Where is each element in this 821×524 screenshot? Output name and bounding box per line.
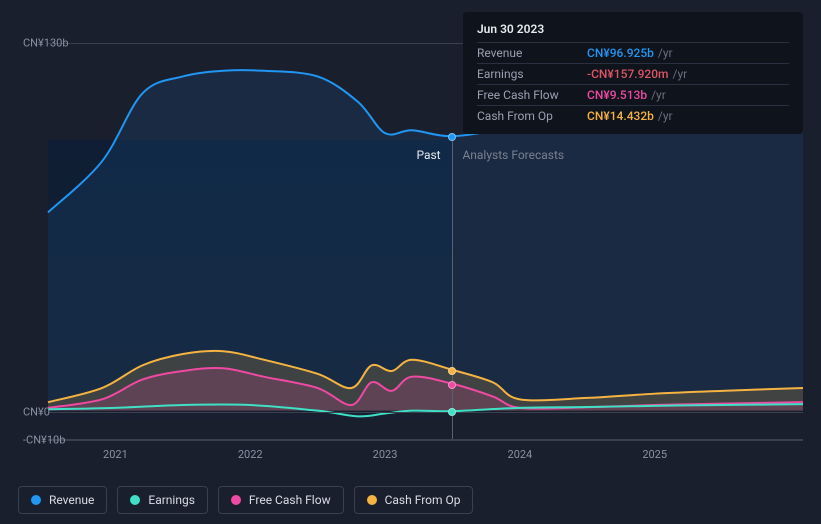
y-axis-label: CN¥0 [23, 405, 50, 418]
gridline [48, 412, 803, 413]
tooltip-metric-value: CN¥14.432b [587, 109, 654, 123]
legend-label: Earnings [148, 493, 195, 507]
legend-swatch-icon [130, 495, 140, 505]
tooltip-metric-value: -CN¥157.920m [587, 67, 669, 81]
tooltip-title: Jun 30 2023 [477, 22, 789, 42]
x-axis-label: 2021 [103, 448, 128, 461]
tooltip-unit: /yr [658, 109, 673, 123]
tooltip-unit: /yr [673, 67, 688, 81]
tooltip-metric-value: CN¥96.925b [587, 46, 654, 60]
x-axis-label: 2024 [508, 448, 533, 461]
legend-item-revenue[interactable]: Revenue [18, 486, 107, 514]
x-axis-label: 2025 [642, 448, 667, 461]
tooltip-row: Earnings-CN¥157.920m/yr [477, 63, 789, 84]
legend-swatch-icon [367, 495, 377, 505]
x-axis-label: 2022 [238, 448, 263, 461]
legend-swatch-icon [231, 495, 241, 505]
data-tooltip: Jun 30 2023 RevenueCN¥96.925b/yrEarnings… [463, 12, 803, 134]
hover-marker-earnings [448, 408, 456, 416]
x-axis-label: 2023 [373, 448, 398, 461]
forecast-label: Analysts Forecasts [462, 148, 564, 162]
tooltip-row: Free Cash FlowCN¥9.513b/yr [477, 84, 789, 105]
tooltip-row: Cash From OpCN¥14.432b/yr [477, 105, 789, 126]
legend-item-earnings[interactable]: Earnings [117, 486, 208, 514]
hover-marker-revenue [448, 133, 456, 141]
hover-marker-fcf [448, 381, 456, 389]
tooltip-metric-label: Free Cash Flow [477, 88, 587, 102]
tooltip-unit: /yr [658, 46, 673, 60]
legend-item-cashop[interactable]: Cash From Op [354, 486, 474, 514]
tooltip-row: RevenueCN¥96.925b/yr [477, 42, 789, 63]
hover-vertical-line [452, 140, 453, 439]
tooltip-unit: /yr [651, 88, 666, 102]
y-axis-label: CN¥130b [23, 36, 69, 49]
legend-label: Revenue [49, 493, 94, 507]
tooltip-metric-label: Revenue [477, 46, 587, 60]
tooltip-metric-value: CN¥9.513b [587, 88, 647, 102]
tooltip-metric-label: Cash From Op [477, 109, 587, 123]
legend-label: Cash From Op [385, 493, 461, 507]
gridline [48, 440, 803, 441]
hover-marker-cashop [448, 367, 456, 375]
legend-swatch-icon [31, 495, 41, 505]
legend: Revenue Earnings Free Cash Flow Cash From O… [18, 486, 473, 514]
legend-item-fcf[interactable]: Free Cash Flow [218, 486, 344, 514]
past-label: Past [416, 148, 440, 162]
y-axis-label: -CN¥10b [23, 434, 65, 447]
tooltip-metric-label: Earnings [477, 67, 587, 81]
legend-label: Free Cash Flow [249, 493, 331, 507]
